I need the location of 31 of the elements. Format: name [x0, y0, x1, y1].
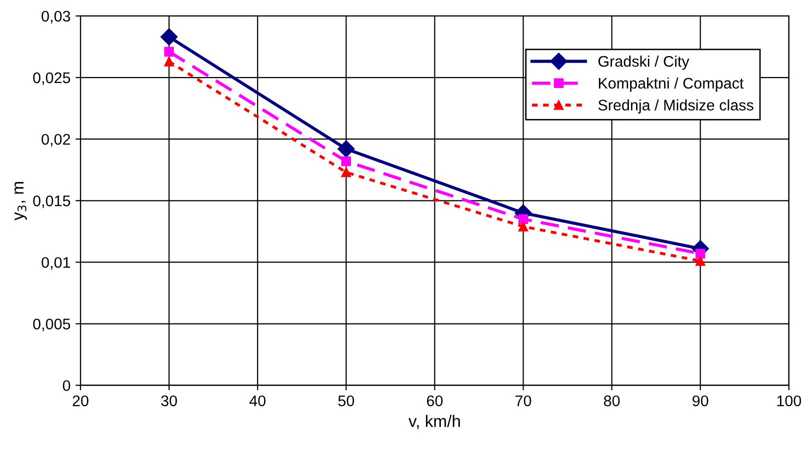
x-tick-label: 60	[426, 395, 443, 406]
legend-label: Kompaktni / Compact	[598, 77, 744, 92]
point	[341, 156, 352, 166]
legend-label: Srednja / Midsize class	[598, 99, 754, 114]
point	[164, 46, 174, 57]
x-tick-label: 70	[516, 395, 532, 406]
point	[518, 214, 528, 224]
point	[338, 140, 355, 158]
x-tick-label: 80	[604, 395, 620, 406]
point	[518, 222, 528, 232]
x-tick-label: 20	[72, 395, 88, 406]
x-tick-label: 50	[338, 395, 354, 406]
point	[695, 248, 706, 258]
x-tick-label: 40	[249, 395, 266, 406]
y-tick-label: 0,02	[42, 134, 70, 147]
point	[341, 167, 352, 178]
y-tick-label: 0,015	[33, 196, 70, 208]
point	[164, 56, 174, 66]
x-tick-label: 100	[777, 395, 802, 406]
x-axis-title: v, km/h	[408, 414, 460, 430]
y-axis-title: y$_{3}$, m	[14, 182, 27, 220]
y-tick-label: 0,025	[33, 72, 70, 86]
legend-label: Gradski / City	[598, 56, 690, 70]
y-tick-label: 0,01	[42, 257, 70, 270]
point	[695, 256, 706, 266]
x-tick-label: 90	[692, 395, 708, 406]
y-tick-label: 0	[62, 380, 70, 392]
point	[160, 28, 178, 46]
x-tick-label: 30	[161, 395, 177, 406]
y-tick-label: 0,03	[42, 10, 70, 24]
y-tick-label: 0,005	[33, 318, 70, 332]
